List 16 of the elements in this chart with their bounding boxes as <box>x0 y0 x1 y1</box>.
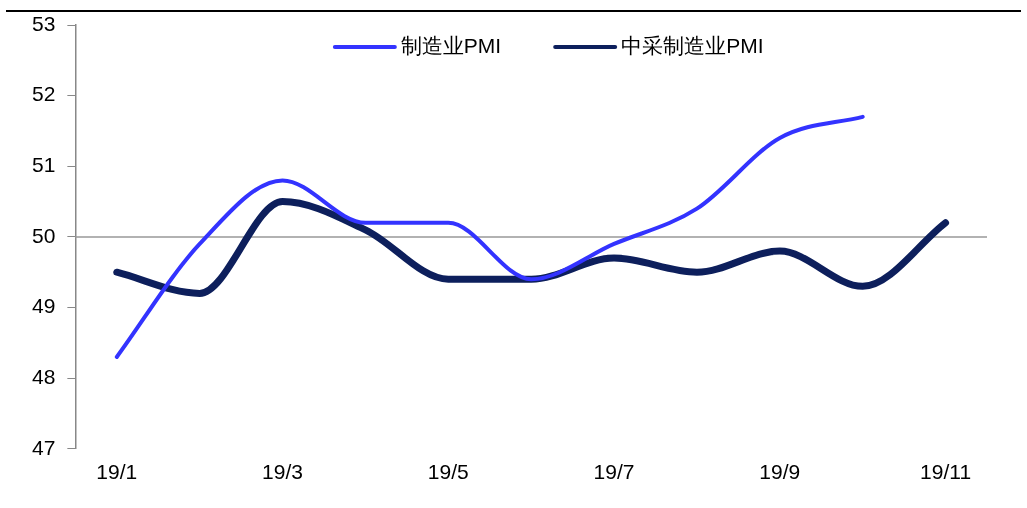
y-tick-label: 47 <box>32 435 56 459</box>
x-tick-label: 19/7 <box>593 460 635 484</box>
x-tick-label: 19/11 <box>920 460 972 484</box>
x-tick-label: 19/5 <box>427 460 469 484</box>
y-tick-label: 51 <box>32 153 56 177</box>
y-tick-label: 48 <box>32 364 56 388</box>
line-series <box>114 114 865 359</box>
y-tick-label: 52 <box>32 82 56 106</box>
x-tick-label: 19/1 <box>96 460 138 484</box>
y-tick-label: 49 <box>32 294 56 318</box>
x-tick-label: 19/9 <box>759 460 801 484</box>
y-tick-label: 50 <box>32 223 56 247</box>
legend-label: 制造业PMI <box>400 33 502 57</box>
y-tick-label: 53 <box>32 11 56 35</box>
legend-label: 中采制造业PMI <box>621 33 764 57</box>
x-tick-label: 19/3 <box>262 460 303 484</box>
